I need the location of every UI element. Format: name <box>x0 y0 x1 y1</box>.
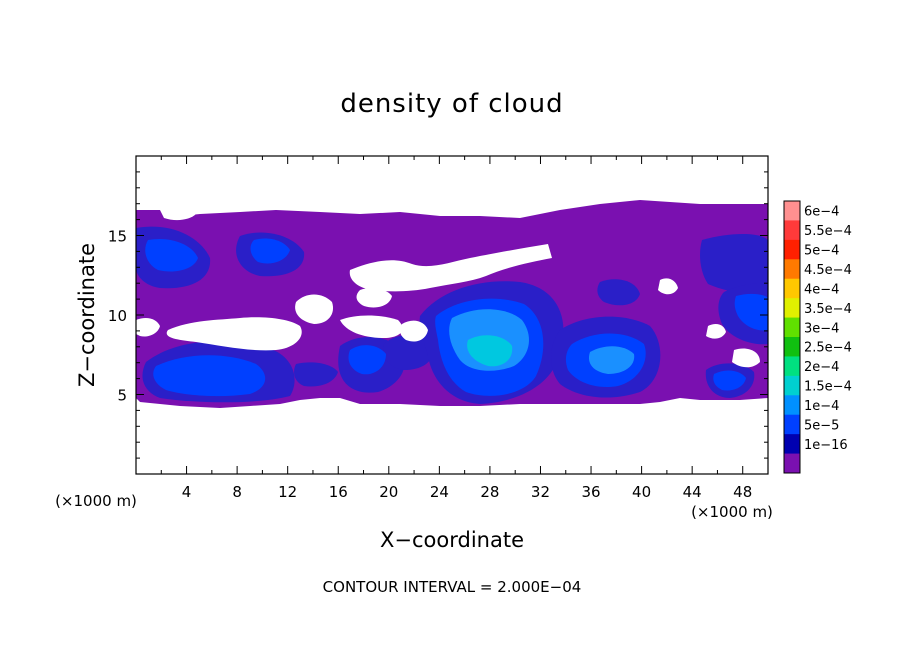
x-tick-label: 4 <box>182 483 192 501</box>
colorbar-swatch <box>784 453 800 474</box>
colorbar-swatch <box>784 298 800 319</box>
colorbar-swatch <box>784 337 800 357</box>
plot-area <box>135 155 769 475</box>
colorbar-label: 2e−4 <box>804 360 839 375</box>
colorbar-swatch <box>784 278 800 299</box>
colorbar-label: 3e−4 <box>804 321 839 336</box>
x-tick-label: 48 <box>733 483 752 501</box>
x-tick-label: 12 <box>278 483 297 501</box>
colorbar-label: 4e−4 <box>804 282 839 297</box>
colorbar-label: 1e−16 <box>804 438 848 453</box>
colorbar-swatch <box>784 375 800 396</box>
colorbar-label: 5e−4 <box>804 244 839 259</box>
x-unit-left: (×1000 m) <box>55 492 137 510</box>
colorbar-label: 6e−4 <box>804 205 839 220</box>
colorbar-swatch <box>784 239 800 260</box>
x-axis-label: X−coordinate <box>380 528 524 552</box>
colorbar: 6e−4 5.5e−4 5e−4 4.5e−4 4e−4 3.5e−4 3e−4 2.5e−4… <box>783 200 852 474</box>
x-tick-label: 32 <box>531 483 550 501</box>
cloud-cells-2e-4 <box>467 335 513 367</box>
chart-title: density of cloud <box>340 89 563 119</box>
y-axis-ticks: 5 10 15 <box>108 171 768 459</box>
y-tick-label: 10 <box>108 307 127 325</box>
colorbar-swatch <box>784 220 800 241</box>
y-axis-label: Z−coordinate <box>75 243 99 387</box>
colorbar-swatch <box>784 414 800 435</box>
x-axis-ticks: 4 8 12 16 20 24 28 32 36 40 44 48 <box>160 156 752 501</box>
colorbar-label: 5e−5 <box>804 418 839 433</box>
colorbar-label: 5.5e−4 <box>804 224 852 239</box>
colorbar-label: 3.5e−4 <box>804 302 852 317</box>
colorbar-frame <box>783 200 801 474</box>
clear-gaps <box>136 207 760 368</box>
y-tick-label: 5 <box>117 387 127 405</box>
colorbar-label: 1.5e−4 <box>804 380 852 395</box>
colorbar-label: 4.5e−4 <box>804 263 852 278</box>
y-tick-label: 15 <box>108 228 127 246</box>
x-tick-label: 28 <box>480 483 499 501</box>
colorbar-swatch <box>784 201 800 221</box>
x-tick-label: 36 <box>581 483 600 501</box>
x-unit-right: (×1000 m) <box>691 503 773 521</box>
x-tick-label: 16 <box>329 483 348 501</box>
x-tick-label: 40 <box>632 483 651 501</box>
colorbar-swatch <box>784 317 800 338</box>
contour-interval: CONTOUR INTERVAL = 2.000E−04 <box>323 578 582 596</box>
colorbar-swatch <box>784 434 800 455</box>
colorbar-swatch <box>784 395 800 416</box>
x-tick-label: 8 <box>232 483 242 501</box>
x-tick-label: 20 <box>379 483 398 501</box>
colorbar-label: 1e−4 <box>804 399 839 414</box>
colorbar-swatch <box>784 356 800 377</box>
colorbar-swatch <box>784 259 800 280</box>
x-tick-label: 24 <box>430 483 449 501</box>
x-tick-label: 44 <box>683 483 702 501</box>
colorbar-label: 2.5e−4 <box>804 341 852 356</box>
